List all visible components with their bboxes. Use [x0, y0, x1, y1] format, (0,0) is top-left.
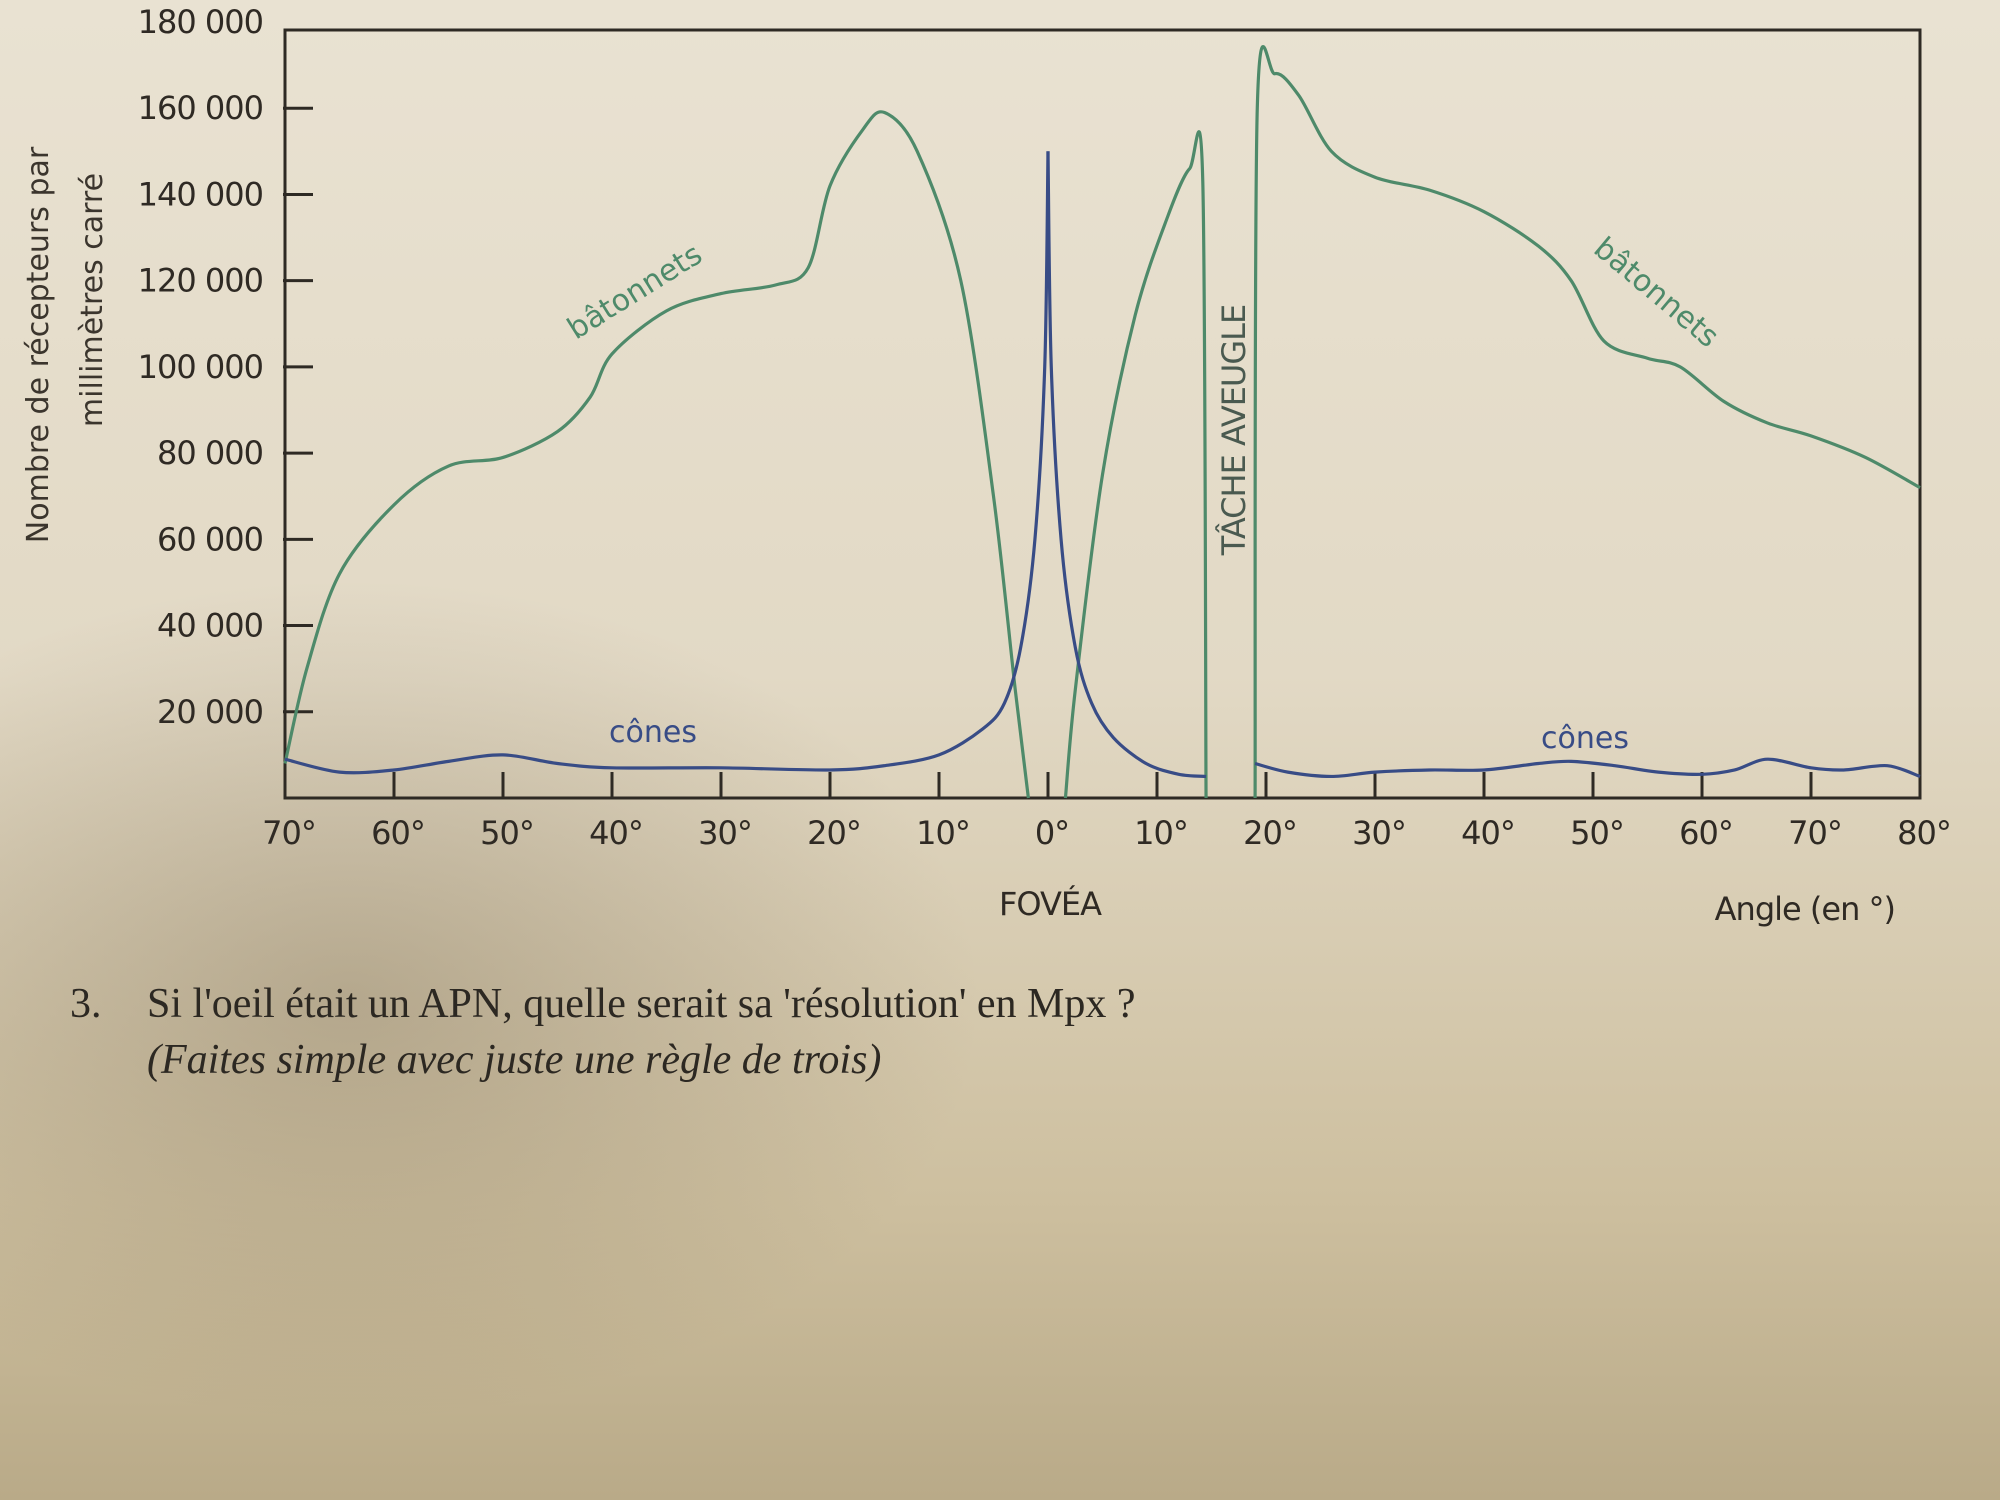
y-tick-label: 180 000	[138, 3, 263, 41]
question-number: 3.	[70, 981, 102, 1027]
cones-label-right: cônes	[1541, 721, 1629, 756]
x-tick-label: 70°	[1788, 814, 1842, 852]
rods-label-right: bâtonnets	[1587, 231, 1725, 355]
x-tick-label: 20°	[1243, 814, 1297, 852]
x-tick-label: 30°	[698, 814, 752, 852]
x-tick-label: 20°	[807, 814, 861, 852]
cones-line	[1046, 151, 1207, 779]
x-tick-label: 0°	[1035, 814, 1069, 852]
y-tick-label: 140 000	[138, 175, 263, 213]
x-tick-label: 50°	[480, 814, 534, 852]
y-tick-label: 60 000	[157, 520, 263, 558]
rods-label-left: bâtonnets	[561, 237, 708, 347]
series-group	[283, 45, 1921, 799]
x-tick-label: 40°	[1461, 814, 1515, 852]
fovea-label: FOVÉA	[999, 885, 1102, 923]
cones-label-left: cônes	[609, 715, 697, 750]
x-tick-label: 40°	[589, 814, 643, 852]
x-axis-title: Angle (en °)	[1715, 890, 1895, 928]
x-tick-label: 60°	[1679, 814, 1733, 852]
question-hint: (Faites simple avec juste une règle de t…	[147, 1037, 882, 1083]
receptor-density-chart: 180 000 160 000 140 000 120 000 100 000 80 00…	[21, 3, 1952, 928]
y-tick-label: 80 000	[157, 434, 263, 472]
y-tick-label: 20 000	[157, 693, 263, 731]
y-tick-label: 160 000	[138, 89, 263, 127]
y-axis-title-line-2: millimètres carré	[75, 173, 110, 427]
x-tick-label: 10°	[1134, 814, 1188, 852]
y-tick-label: 120 000	[138, 262, 263, 300]
x-tick-label: 80°	[1897, 814, 1951, 852]
axes: 180 000 160 000 140 000 120 000 100 000 80 00…	[138, 3, 1952, 852]
y-tick-label: 100 000	[138, 348, 263, 386]
rods-line	[1063, 130, 1208, 799]
y-axis-title-line-1: Nombre de récepteurs par	[21, 146, 56, 543]
x-tick-label: 30°	[1352, 814, 1406, 852]
rods-line	[1253, 45, 1921, 799]
rods-line	[283, 110, 1030, 799]
x-tick-label: 50°	[1570, 814, 1624, 852]
x-tick-label: 60°	[371, 814, 425, 852]
y-tick-label: 40 000	[157, 607, 263, 645]
cones-line	[1254, 757, 1921, 779]
blind-spot-label: TÂCHE AVEUGLE	[1215, 305, 1253, 556]
x-tick-label: 70°	[262, 814, 316, 852]
question-text: Si l'oeil était un APN, quelle serait sa…	[147, 981, 1136, 1027]
cones-line	[284, 151, 1050, 775]
x-tick-label: 10°	[916, 814, 970, 852]
plot-frame	[283, 28, 1922, 800]
